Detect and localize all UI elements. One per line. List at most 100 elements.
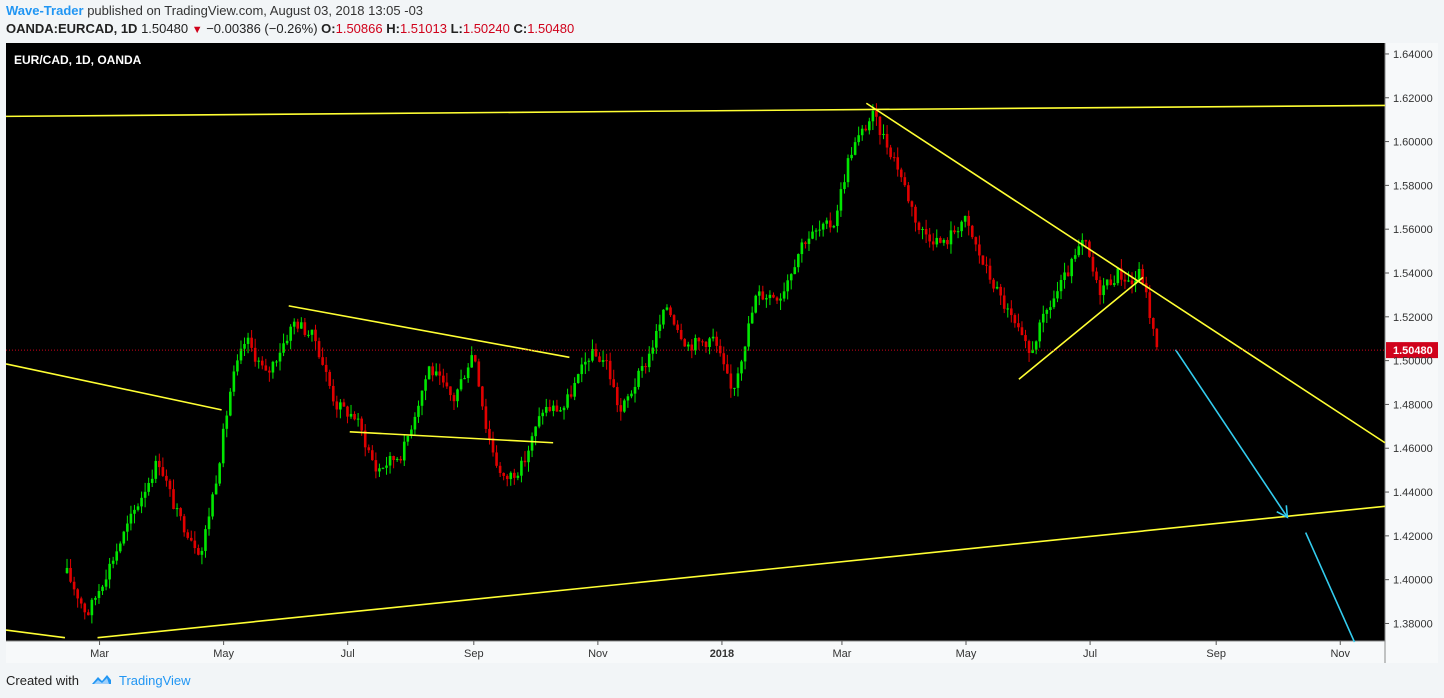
candle-body [992,279,995,289]
publish-info: Wave-Trader published on TradingView.com… [6,3,423,18]
candle-body [523,460,527,463]
candle-body [374,460,378,472]
candle-body [686,344,690,347]
candle-body [253,347,257,362]
candle-body [129,513,133,524]
candle-body [605,360,608,362]
candle-body [853,142,857,155]
candle-body [566,394,569,408]
candle-body [892,157,896,159]
candle-body [420,390,424,406]
trendline-descending-resistance[interactable] [865,102,1386,444]
trendline-lower-support[interactable] [97,505,1386,639]
candle-body [718,345,722,354]
candle-body [1095,271,1098,281]
candle-body [289,326,292,341]
candle-body [931,241,935,245]
tradingview-brand-link[interactable]: TradingView [118,673,191,688]
candle-body [520,460,523,476]
candle-body [438,371,442,376]
candle-body [953,230,956,233]
candle-body [328,371,332,386]
candle-body [97,591,101,598]
candle-body [846,158,850,183]
candle-body [807,238,811,244]
candle-body [363,430,367,448]
candle-body [246,337,250,344]
candle-body [264,365,268,371]
candle-body [584,361,587,365]
candle-body [442,375,445,383]
candle-body [349,413,353,417]
trendline-left-falling-line[interactable] [5,363,222,411]
candle-body [1098,280,1102,296]
candle-body [477,361,481,387]
candle-body [1041,313,1045,323]
price-tick-label: 1.46000 [1393,443,1433,455]
trendline-wedge-lower[interactable] [349,431,554,444]
chart-area[interactable]: EUR/CAD, 1D, OANDA 1.50480 1.64000 1.6200… [5,43,1438,663]
candle-body [765,298,768,300]
candle-body [896,157,900,170]
trendline-rising-channel[interactable] [1018,276,1144,380]
candle-body [985,264,988,266]
candle-body [140,497,143,507]
candle-body [981,255,985,265]
candle-body [353,413,356,420]
candle-body [541,412,545,417]
author-link[interactable]: Wave-Trader [6,3,84,18]
candle-body [165,475,168,481]
candle-body [630,393,633,397]
candle-body [594,349,598,357]
candle-body [260,360,264,366]
candle-body [1084,240,1088,242]
high-value: 1.51013 [399,21,447,36]
candle-body [175,508,179,510]
candle-body [126,523,129,532]
open-value: 1.50866 [335,21,383,36]
candle-body [701,341,704,343]
candle-body [356,418,360,420]
candle-body [761,291,765,300]
candle-body [76,589,79,599]
drawing-layer: 1.50480 [5,102,1438,643]
candle-body [875,110,878,117]
candle-body [303,322,307,335]
time-axis: Mar May Jul Sep Nov 2018 Mar May Jul Sep Nov [90,641,1351,660]
candle-body [793,267,797,275]
candle-body [484,406,488,429]
candle-body [69,567,72,582]
trendline-upper-resistance[interactable] [5,104,1386,118]
candle-body [914,206,917,223]
candle-body [1017,323,1020,328]
candle-body [1020,327,1024,336]
candle-body [179,508,182,517]
candle-body [921,228,924,230]
time-tick-label: May [956,648,977,660]
candle-body [1027,341,1031,353]
candle-body [317,341,321,358]
candle-body [218,463,221,484]
last-price: 1.50480 [141,21,189,36]
candle-body [456,389,459,402]
candle-body [310,329,314,335]
candle-body [505,475,509,480]
candle-body [619,405,623,412]
candle-body [828,220,832,228]
candle-body [878,116,882,136]
chart-background [6,43,1438,663]
trendline-wedge-upper[interactable] [288,305,570,359]
candle-body [1013,315,1017,324]
projection-arrow-line[interactable] [1304,532,1356,643]
candle-body [1002,295,1006,309]
symbol-label: OANDA:EURCAD, 1D [6,21,138,36]
price-tick-label: 1.64000 [1393,49,1433,61]
price-chart[interactable]: EUR/CAD, 1D, OANDA 1.50480 1.64000 1.6200… [5,43,1438,663]
time-tick-label: Sep [1206,648,1226,660]
projection-arrow-line[interactable] [1174,349,1289,518]
trendline-left-short-line[interactable] [5,629,66,639]
candle-body [843,182,846,190]
candle-body [161,467,165,476]
candle-body [665,307,669,310]
candle-body [946,239,949,245]
